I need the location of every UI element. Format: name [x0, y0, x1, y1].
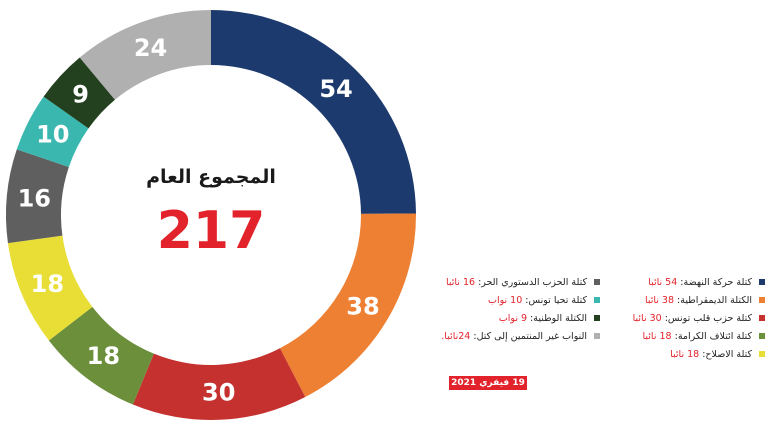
legend-swatch	[594, 297, 600, 303]
legend-item: كتلة حزب قلب تونس: 30 نائبا	[610, 309, 765, 327]
slice-value-label: 10	[36, 121, 69, 149]
legend-item: كتلة ائتلاف الكرامة: 18 نائبا	[610, 327, 765, 345]
donut-slice-0	[211, 10, 416, 214]
donut-chart: 54 38 30 18 18 16 109 24 المجموع العام 217	[5, 10, 416, 420]
legend-swatch	[594, 333, 600, 339]
date-badge: 19 فيفري 2021	[449, 376, 527, 390]
center-title: المجموع العام	[146, 166, 276, 188]
donut-slice-1	[279, 213, 416, 398]
legend-left: كتلة الحزب الدستوري الحر: 16 نائبا كتلة …	[440, 273, 600, 345]
donut-slice-8	[79, 10, 212, 100]
legend-item: النواب غير المنتمين إلى كتل: 24نائبا.	[440, 327, 600, 345]
donut-slice-2	[132, 348, 306, 420]
slice-value-label: 16	[18, 184, 51, 212]
legend-item: كتلة حركة النهضة: 54 نائبا	[610, 273, 765, 291]
legend-item: الكتلة الوطنية: 9 نواب	[440, 309, 600, 327]
legend-swatch	[594, 279, 600, 285]
legend-swatch	[594, 315, 600, 321]
legend-swatch	[759, 297, 765, 303]
legend-swatch	[759, 279, 765, 285]
slice-value-label: 18	[87, 342, 120, 370]
legend-swatch	[759, 333, 765, 339]
legend-item: كتلة تحيا تونس: 10 نواب	[440, 291, 600, 309]
slice-value-label: 54	[319, 75, 352, 103]
legend-item: كتلة الاصلاح: 18 نائبا	[610, 345, 765, 363]
slice-value-label: 38	[346, 293, 379, 321]
donut-slice-3	[48, 306, 154, 405]
donut-slice-6	[16, 96, 89, 167]
legend-right: كتلة حركة النهضة: 54 نائبا الكتلة الديمق…	[610, 273, 765, 363]
slice-value-label: 30	[202, 378, 235, 406]
legend-item: الكتلة الديمقراطية: 38 نائبا	[610, 291, 765, 309]
donut-slice-7	[43, 57, 115, 129]
slice-value-label: 18	[31, 270, 64, 298]
legend-item: كتلة الحزب الدستوري الحر: 16 نائبا	[440, 273, 600, 291]
legend-swatch	[759, 315, 765, 321]
center-total: 217	[157, 201, 266, 261]
donut-slice-4	[7, 235, 93, 341]
donut-slice-5	[5, 149, 69, 244]
slice-value-label: 24	[134, 34, 167, 62]
slice-value-label: 9	[72, 81, 89, 109]
legend-swatch	[759, 351, 765, 357]
